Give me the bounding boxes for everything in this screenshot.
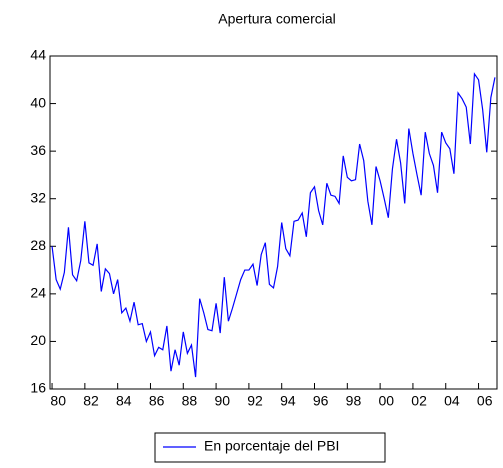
x-tick-label: 82 (83, 393, 99, 409)
y-tick-label: 32 (30, 189, 46, 205)
y-tick-label: 20 (30, 332, 46, 348)
y-tick-label: 24 (30, 285, 46, 301)
x-tick-label: 02 (411, 393, 427, 409)
y-tick-label: 40 (30, 94, 46, 110)
x-tick-label: 00 (378, 393, 394, 409)
chart-title: Apertura comercial (218, 11, 336, 27)
x-tick-label: 88 (182, 393, 198, 409)
x-tick-label: 92 (247, 393, 263, 409)
x-tick-label: 80 (50, 393, 66, 409)
x-tick-label: 90 (214, 393, 230, 409)
y-tick-label: 16 (30, 380, 46, 396)
y-tick-label: 28 (30, 237, 46, 253)
x-tick-label: 06 (477, 393, 493, 409)
x-tick-label: 04 (444, 393, 460, 409)
y-tick-label: 44 (30, 47, 46, 63)
x-tick-label: 86 (149, 393, 165, 409)
legend-box (154, 432, 386, 463)
legend-label: En porcentaje del PBI (204, 438, 339, 454)
y-tick-label: 36 (30, 142, 46, 158)
x-tick-label: 94 (280, 393, 296, 409)
plot-frame (49, 55, 498, 390)
x-tick-label: 98 (346, 393, 362, 409)
x-tick-label: 84 (116, 393, 132, 409)
x-tick-label: 96 (313, 393, 329, 409)
data-line (51, 72, 496, 378)
